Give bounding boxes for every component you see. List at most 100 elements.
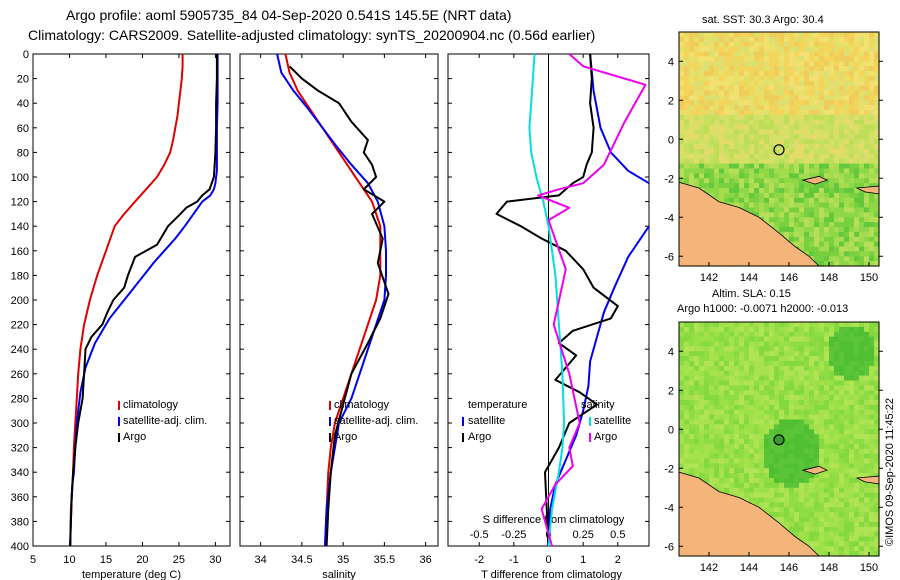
map-cell [814,66,820,72]
map-cell [784,385,790,391]
depth-tick-label: 120 [11,197,29,209]
map-cell [754,429,760,435]
depth-tick-label: 0 [23,49,29,61]
map-cell [789,365,795,372]
map-cell [869,95,875,101]
map-cell [689,71,695,77]
legend-argo-label: Argo [334,431,357,443]
map-cell [699,90,705,96]
map-cell [754,183,760,189]
map-cell [764,217,770,223]
map-cell [839,463,845,469]
map-cell [814,473,820,479]
map-cell [779,80,785,87]
map-cell [819,75,825,82]
map-cell [829,380,835,386]
map-cell [744,419,750,425]
map-cell [709,351,715,357]
map-cell [679,463,685,469]
map-cell [749,139,755,145]
map-cell [794,517,800,523]
map-cell [724,448,730,455]
map-cell [784,129,790,135]
map-cell [819,222,825,228]
map-cell [784,222,790,228]
map-cell [874,36,880,43]
map-cell [759,134,765,140]
depth-tick-label: 220 [11,320,29,332]
map-cell [764,365,770,372]
map-cell [854,227,860,233]
map-cell [679,351,685,357]
map-cell [804,85,810,92]
map-cell [704,168,710,174]
map-cell [854,207,860,213]
map-cell [699,370,705,377]
map-cell [849,551,855,557]
map-cell [714,380,720,386]
map-cell [869,385,875,391]
map-cell [724,395,730,401]
map-cell [754,61,760,67]
map-cell [829,36,835,43]
map-cell [759,46,765,53]
map-cell [829,207,835,213]
map-cell [769,473,775,479]
map-cell [804,526,810,533]
map-cell [694,139,700,145]
map-cell [679,375,685,382]
map-cell [784,346,790,352]
map-cell [729,192,735,199]
map-cell [869,326,875,333]
map-cell [754,453,760,460]
map-cell [834,326,840,333]
map-cell [774,41,780,48]
map-cell [729,326,735,333]
map-cell [809,66,815,72]
map-cell [859,375,865,382]
map-cell [744,56,750,62]
map-cell [829,365,835,372]
map-cell [819,173,825,179]
map-cell [854,66,860,72]
map-cell [724,351,730,357]
map-cell [719,429,725,435]
map-cell [799,473,805,479]
map-cell [714,95,720,101]
map-cell [824,129,830,135]
map-cell [784,163,790,170]
map-cell [874,231,880,238]
map-cell [699,361,705,367]
map-cell [749,400,755,406]
map-cell [749,356,755,362]
map-cell [869,212,875,218]
map-cell [719,168,725,174]
map-cell [829,478,835,484]
map-cell [829,192,835,199]
map-cell [709,95,715,101]
map-cell [754,158,760,165]
map-cell [709,114,715,121]
map-cell [794,497,800,503]
map-cell [754,178,760,184]
map-cell [749,158,755,165]
map-cell [874,110,880,116]
map-cell [769,331,775,338]
map-cell [869,517,875,523]
map-cell [714,100,720,106]
map-cell [719,144,725,150]
map-cell [739,380,745,386]
map-cell [869,375,875,382]
map-cell [869,61,875,67]
map-cell [814,153,820,160]
map-cell [704,134,710,140]
map-cell [709,326,715,333]
map-cell [694,32,700,38]
map-cell [804,375,810,382]
map-cell [789,439,795,445]
map-cell [829,429,835,435]
map-cell [814,90,820,96]
map-cell [779,149,785,155]
map-cell [744,71,750,77]
